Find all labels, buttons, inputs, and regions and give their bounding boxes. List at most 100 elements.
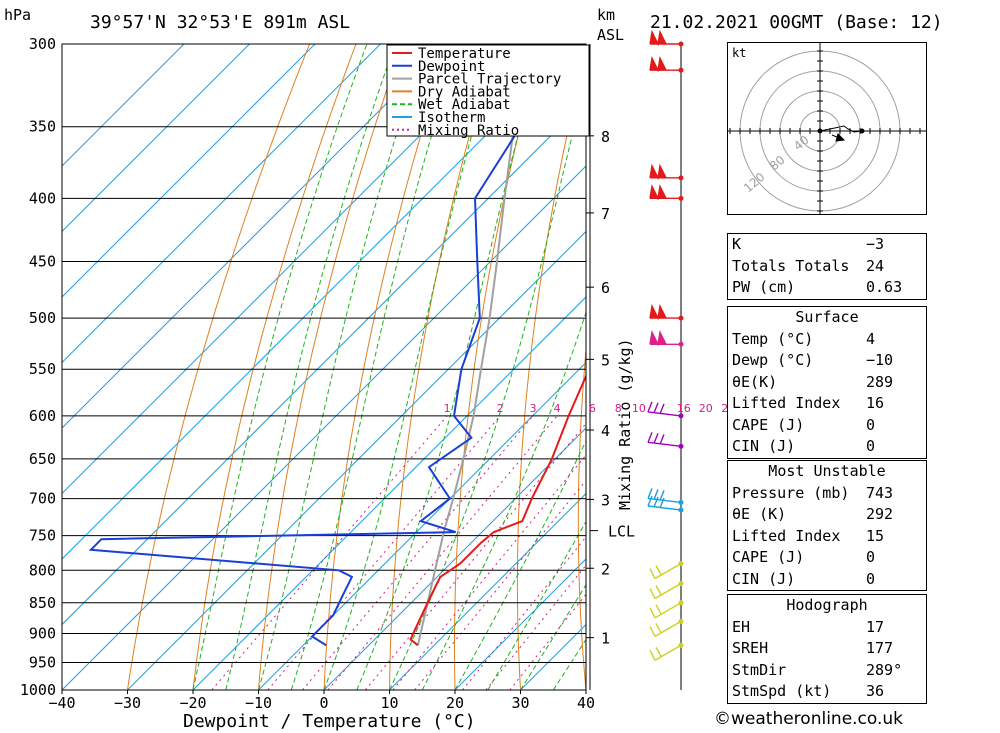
- wind-barb-shaft: [647, 497, 682, 504]
- wet-adiabat-line: [356, 44, 543, 690]
- pressure-tick-label: 650: [29, 450, 56, 468]
- temperature-line: [409, 373, 586, 647]
- mixing-ratio-value-label: 2: [497, 402, 504, 415]
- hodograph-index-value: 289°: [866, 660, 903, 679]
- most-unstable-index-label: Pressure (mb): [732, 483, 850, 502]
- dry-adiabat-line: [516, 50, 586, 690]
- most-unstable-index-value: 743: [866, 483, 894, 502]
- general-index-value: 0.63: [866, 278, 903, 296]
- height-tick-label: 3: [601, 491, 610, 509]
- pressure-tick-label: 600: [29, 407, 56, 425]
- hodograph-panel: kt 40 80 120: [727, 40, 927, 232]
- general-index-row: Totals Totals 24: [728, 256, 926, 278]
- pressure-tick-label: 800: [29, 561, 56, 579]
- general-index-value: −3: [866, 235, 885, 253]
- pressure-tick-label: 700: [29, 490, 56, 508]
- mixing-ratio-value-label: 1: [444, 402, 451, 415]
- plot-frame: [61, 43, 587, 691]
- isotherm-line: [62, 44, 185, 167]
- general-index-label: K: [732, 235, 742, 253]
- wind-barb: [649, 29, 681, 47]
- wind-barb-shaft: [654, 620, 682, 638]
- surface-index-label: Temp (°C): [732, 329, 814, 348]
- isotherm-line: [62, 44, 447, 429]
- wet-adiabat-line: [421, 310, 586, 690]
- dry-adiabat-line: [957, 44, 1000, 690]
- wet-adiabat-line: [192, 44, 368, 690]
- x-tick-label: 30: [511, 694, 529, 712]
- x-tick-label: 10: [380, 694, 398, 712]
- surface-index-value: −10: [866, 351, 894, 369]
- hodograph-index-value: 36: [866, 682, 885, 700]
- most-unstable-index-value: 0: [866, 548, 876, 566]
- indices-general-panel: K −3 Totals Totals 24 PW (cm) 0.63: [727, 233, 927, 300]
- legend-entry: Wet Adiabat: [418, 97, 511, 113]
- wet-adiabat-line: [290, 44, 461, 690]
- x-axis-title: Dewpoint / Temperature (°C): [183, 711, 476, 732]
- x-tick-label: −10: [245, 694, 272, 712]
- most-unstable-index-row: Lifted Index 15: [728, 526, 926, 548]
- surface-index-label: CIN (J): [732, 437, 796, 455]
- most-unstable-index-value: 0: [866, 569, 876, 588]
- hodograph-index-row: StmSpd (kt) 36: [728, 681, 926, 703]
- wind-barb: [649, 644, 682, 661]
- legend-entry: Mixing Ratio: [418, 123, 519, 139]
- wind-barb: [647, 401, 682, 417]
- wind-barb: [649, 303, 681, 321]
- wind-barb-flags: [649, 55, 667, 73]
- surface-index-label: CAPE (J): [732, 415, 805, 434]
- hodograph-index-value: 177: [866, 639, 894, 657]
- most-unstable-index-row: Pressure (mb) 743: [728, 483, 926, 505]
- pressure-tick-label: 1000: [20, 681, 56, 699]
- wind-barb-shaft: [654, 562, 682, 580]
- wind-barb-ticks: [647, 495, 665, 509]
- wind-barb: [649, 163, 681, 181]
- pressure-tick-label: 450: [29, 253, 56, 271]
- isotherm-line: [389, 492, 586, 690]
- wind-barb-flags: [649, 184, 667, 201]
- x-tick-label: 0: [319, 694, 328, 712]
- height-tick-label: 1: [601, 630, 610, 648]
- surface-index-value: 0: [866, 415, 876, 434]
- pressure-tick-label: 900: [29, 624, 56, 642]
- pressure-tick-label: 550: [29, 360, 56, 378]
- mixing-ratio-value-label: 20: [699, 402, 713, 415]
- legend-entry: Isotherm: [418, 110, 485, 126]
- isotherm-line: [62, 165, 586, 690]
- hodograph-index-row: EH 17: [728, 617, 926, 639]
- general-index-row: PW (cm) 0.63: [728, 277, 926, 299]
- height-ref-label: ASL: [597, 26, 624, 44]
- wind-barb: [649, 582, 682, 600]
- dry-adiabat-line: [389, 44, 496, 690]
- wind-barb: [647, 432, 682, 448]
- surface-index-value: 16: [866, 394, 885, 412]
- wet-adiabat-line: [258, 44, 427, 690]
- wind-barb: [649, 602, 682, 619]
- dewpoint-line: [88, 44, 546, 647]
- pressure-tick-label: 350: [29, 118, 56, 136]
- surface-index-row: CAPE (J) 0: [728, 415, 926, 437]
- isotherm-line: [62, 44, 381, 364]
- surface-index-row: Dewp (°C) −10: [728, 350, 926, 372]
- most-unstable-index-label: θE (K): [732, 505, 787, 523]
- mixing-ratio-value-label: 10: [632, 402, 646, 415]
- height-tick-label: 4: [601, 422, 610, 440]
- pressure-tick-label: 500: [29, 309, 56, 327]
- chart-header: hPa 39°57'N 32°53'E 891m ASL km ASL 21.0…: [4, 6, 943, 44]
- dry-adiabat-line: [637, 44, 681, 690]
- surface-index-row: θE(K) 289: [728, 372, 926, 394]
- hodograph-point: [859, 128, 865, 134]
- mixing-ratio-value-label: 6: [589, 402, 596, 415]
- height-tick-label: 8: [601, 128, 610, 146]
- x-tick-label: −20: [179, 694, 206, 712]
- pressure-tick-label: 850: [29, 594, 56, 612]
- wind-barb-flags: [649, 330, 667, 347]
- wind-barb: [647, 495, 682, 511]
- most-unstable-index-row: θE (K) 292: [728, 504, 926, 526]
- mixing-ratio-value-label: 16: [677, 402, 691, 415]
- mixing-ratio-axis-title: Mixing Ratio (g/kg): [616, 338, 634, 510]
- hodograph-index-row: StmDir 289°: [728, 660, 926, 682]
- surface-index-label: Dewp (°C): [732, 351, 814, 369]
- hodograph-index-label: SREH: [732, 639, 769, 657]
- surface-index-label: θE(K): [732, 372, 778, 391]
